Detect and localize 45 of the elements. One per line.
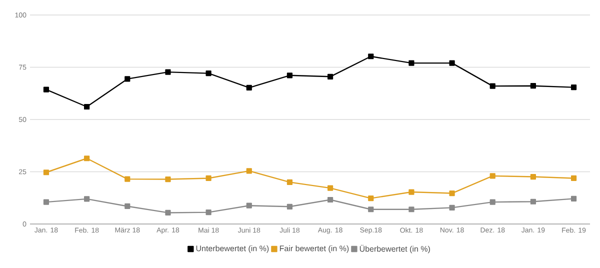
point [327,74,334,80]
point [84,196,90,202]
legend-label: Überbewertet (in %) [360,244,430,254]
point [165,210,171,216]
point [327,185,334,191]
point [570,175,577,182]
point [408,206,414,212]
point [286,204,293,210]
point [43,199,50,205]
point [286,179,293,185]
point [368,195,374,202]
point [286,72,293,78]
point [246,84,252,91]
point [530,83,536,89]
point [449,60,455,66]
point [570,196,577,202]
point [84,104,90,110]
point [206,175,212,182]
point [449,190,455,196]
point [490,199,496,205]
point [530,174,536,180]
point [165,69,171,75]
legend-label: Unterbewertet (in %) [196,245,269,253]
point [449,204,455,210]
point [368,54,374,60]
point [84,156,90,162]
point [490,173,496,179]
legend-label: Fair bewertet (in %) [280,245,349,253]
point [490,83,496,89]
point [206,209,212,216]
point [206,70,212,76]
point [124,176,130,182]
point [368,206,374,212]
point [246,168,252,174]
point [530,198,536,204]
point [246,202,252,208]
point [327,196,334,203]
point [43,170,50,176]
point [165,176,171,182]
point [408,189,414,195]
point [124,76,130,82]
point [570,84,577,90]
point [43,86,50,92]
point [408,60,414,66]
point [124,203,130,210]
